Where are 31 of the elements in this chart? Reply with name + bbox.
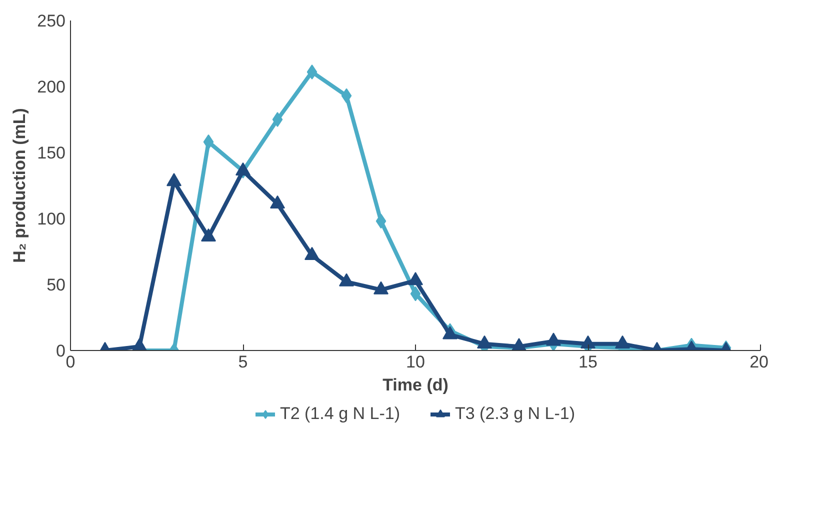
point — [306, 64, 318, 80]
x-tick-label: 5 — [238, 352, 248, 372]
point — [546, 332, 561, 346]
point — [408, 272, 423, 286]
x-axis-title: Time (d) — [382, 376, 448, 394]
point — [132, 338, 147, 350]
y-tick-label: 100 — [37, 210, 66, 228]
legend-label: T3 (2.3 g N L-1) — [455, 404, 575, 424]
point — [442, 326, 458, 340]
x-tick-label: 20 — [750, 352, 769, 372]
x-tick-label: 15 — [578, 352, 598, 372]
point — [304, 246, 320, 260]
point — [203, 134, 214, 150]
point — [341, 88, 352, 104]
point — [339, 273, 354, 286]
point — [615, 335, 630, 348]
point — [201, 228, 216, 242]
y-axis-title: H₂ production (mL) — [10, 108, 30, 263]
point — [270, 195, 285, 209]
y-tick-label: 150 — [37, 144, 66, 162]
point — [512, 338, 526, 350]
point — [166, 172, 182, 186]
point — [236, 162, 250, 176]
legend-label: T2 (1.4 g N L-1) — [280, 404, 400, 424]
y-tick-label: 250 — [37, 12, 66, 30]
point — [374, 281, 388, 294]
point — [477, 335, 492, 348]
y-tick-label: 200 — [37, 78, 66, 96]
point — [272, 112, 283, 127]
x-tick-label: 10 — [406, 352, 425, 372]
y-tick-label: 50 — [46, 276, 66, 294]
